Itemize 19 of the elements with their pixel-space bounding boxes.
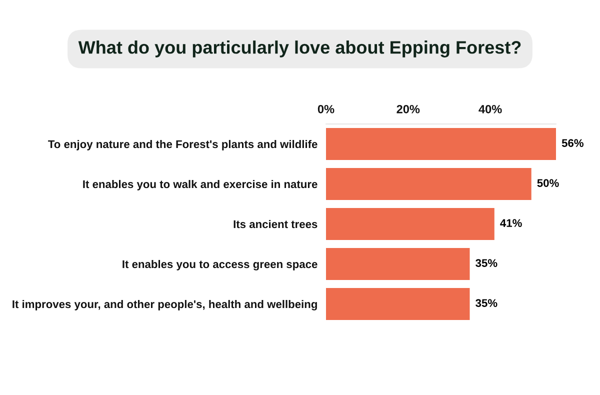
bar <box>326 208 494 240</box>
x-tick-label: 0% <box>318 104 334 114</box>
y-tick-label: Its ancient trees <box>234 220 318 228</box>
data-label: 41% <box>500 219 522 227</box>
data-label: 35% <box>476 259 498 267</box>
y-tick-label: It enables you to access green space <box>122 260 318 270</box>
x-tick-label: 40% <box>478 104 502 114</box>
y-tick-label: It enables you to walk and exercise in nature <box>83 180 318 190</box>
data-label: 56% <box>562 139 584 147</box>
bar <box>326 248 470 280</box>
chart-title: What do you particularly love about Epping Forest? <box>78 40 521 58</box>
y-tick-label: To enjoy nature and the Forest's plants and wildlife <box>48 140 318 150</box>
data-label: 50% <box>537 179 559 187</box>
y-tick-label: It improves your, and other people's, health and wellbeing <box>12 300 317 310</box>
bar <box>326 128 556 160</box>
x-tick-label: 20% <box>396 104 420 114</box>
bar <box>326 288 470 320</box>
bar <box>326 168 532 200</box>
data-label: 35% <box>476 299 498 307</box>
